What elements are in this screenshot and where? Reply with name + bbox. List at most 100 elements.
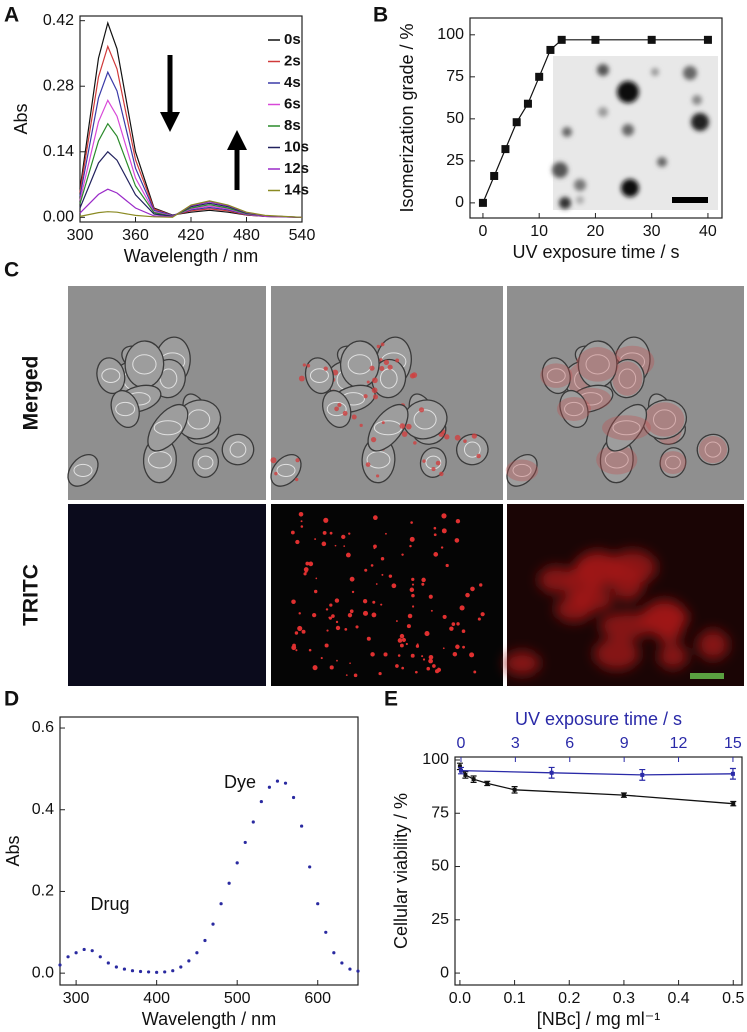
red-dot — [312, 612, 317, 618]
red-dot — [442, 647, 445, 650]
red-haze — [602, 415, 651, 441]
x-tick-label: 300 — [67, 227, 94, 244]
red-dot — [442, 614, 447, 619]
nucleus — [101, 368, 121, 383]
red-dot — [298, 511, 304, 517]
x-axis-label: Wavelength / nm — [142, 1009, 276, 1029]
red-dot — [295, 649, 298, 652]
red-dot — [399, 643, 404, 648]
x-tick-label: 360 — [122, 227, 149, 244]
y-axis-label: Isomerization grade / % — [397, 23, 417, 212]
point — [243, 840, 247, 845]
nucleus — [147, 451, 172, 469]
series-line — [460, 769, 733, 776]
scale-bar — [690, 673, 724, 679]
x-tick-label: 30 — [643, 223, 661, 240]
red-dot — [335, 625, 341, 631]
point — [146, 970, 151, 974]
red-dot — [397, 654, 401, 657]
cell — [67, 454, 99, 487]
point — [74, 951, 78, 955]
red-dot — [428, 654, 434, 660]
legend-label: 4s — [284, 74, 301, 91]
red-dot — [305, 561, 310, 566]
point — [291, 795, 296, 800]
red-spot — [363, 394, 368, 399]
red-dot — [411, 577, 415, 582]
nucleus — [512, 463, 532, 477]
red-spot — [351, 414, 357, 420]
legend-label: 6s — [284, 95, 301, 112]
nucleus — [652, 409, 677, 430]
nucleus — [564, 401, 584, 417]
red-dot — [322, 530, 327, 535]
red-dot — [455, 519, 461, 524]
red-dot — [441, 528, 447, 534]
red-haze — [596, 445, 638, 475]
marker — [485, 781, 490, 786]
x-tick-label: 10 — [530, 223, 548, 240]
x-tick-label: 480 — [233, 227, 260, 244]
red-haze — [505, 459, 539, 482]
red-dot — [373, 544, 377, 549]
cell — [192, 447, 219, 478]
point — [235, 861, 239, 865]
nucleus — [132, 354, 157, 375]
red-dot — [455, 644, 460, 650]
red-dot — [459, 605, 465, 611]
red-dot — [362, 599, 368, 604]
point — [163, 970, 167, 974]
x-tick-label: 0.3 — [613, 990, 635, 1007]
x2-tick-label: 15 — [724, 735, 742, 752]
y-tick-label: 0.14 — [43, 143, 74, 160]
red-haze — [698, 435, 728, 464]
red-dot — [320, 656, 323, 660]
red-dot — [321, 541, 327, 547]
marker — [463, 772, 468, 777]
series-line — [79, 20, 303, 218]
plot-frame — [59, 716, 359, 986]
nucleus — [604, 451, 629, 469]
marker — [512, 118, 521, 127]
point — [179, 965, 183, 969]
red-spot — [471, 433, 478, 439]
nucleus — [366, 451, 391, 469]
panel-label: C — [4, 259, 19, 282]
red-dot — [397, 638, 403, 643]
red-spot — [387, 364, 393, 370]
y-tick-label: 0.00 — [43, 209, 74, 226]
red-dot — [291, 599, 296, 605]
red-dot — [331, 614, 335, 618]
red-dot — [336, 659, 338, 662]
red-dot — [433, 526, 437, 530]
red-spot — [381, 421, 385, 425]
point — [227, 881, 231, 885]
red-dot — [364, 568, 368, 572]
point — [356, 969, 360, 973]
red-dot — [465, 592, 470, 598]
red-spot — [413, 441, 417, 445]
red-dot — [366, 636, 371, 641]
red-spot — [439, 471, 444, 477]
cell — [419, 447, 447, 478]
x-axis-label: UV exposure time / s — [512, 242, 679, 262]
point — [324, 930, 328, 934]
red-dot — [451, 622, 456, 626]
marker — [640, 772, 645, 777]
point — [251, 820, 255, 824]
point — [348, 967, 352, 971]
x2-tick-label: 6 — [565, 735, 574, 752]
point — [171, 969, 175, 973]
y-tick-label: 0.42 — [43, 12, 74, 29]
red-spot — [337, 402, 342, 408]
red-spot — [422, 459, 426, 463]
nucleus — [413, 409, 437, 430]
red-dot — [473, 670, 477, 674]
marker — [535, 72, 544, 81]
red-spot — [444, 434, 450, 440]
y-tick-label: 0 — [440, 964, 449, 981]
red-dot — [449, 626, 454, 631]
red-spot — [454, 434, 461, 441]
x-tick-label: 500 — [224, 990, 251, 1007]
red-dot — [346, 553, 351, 558]
